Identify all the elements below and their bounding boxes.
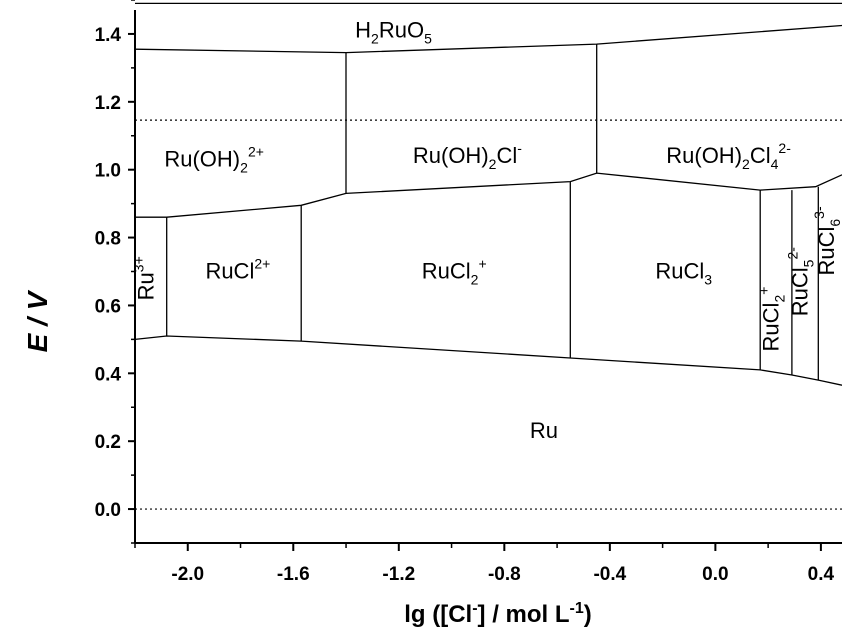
- x-tick-label: -0.4: [593, 564, 626, 585]
- species-label: RuCl63-: [811, 206, 842, 275]
- axes: 0.0 0.2 0.4 0.6 0.8 1.0 1.2 1.4 -2.0 -1.6 -1.2 -0.8…: [95, 0, 842, 585]
- x-axis-title: lg ([Cl-] / mol L-1): [404, 600, 592, 628]
- y-axis-title: E / V: [22, 289, 53, 352]
- boundary-Ru-upper: [135, 336, 842, 385]
- y-tick-label: 0.2: [95, 432, 121, 453]
- x-tick-label: -2.0: [171, 564, 204, 585]
- species-label: Ru: [530, 418, 558, 443]
- y-tick-label: 1.2: [95, 93, 121, 114]
- y-tick-label: 0.6: [95, 296, 121, 317]
- x-tick-label: -1.2: [382, 564, 415, 585]
- x-tick-label: 0.4: [808, 564, 835, 585]
- y-tick-label: 0.0: [95, 500, 121, 521]
- species-label: RuCl2+: [422, 255, 487, 287]
- boundary-H2RuO5-lower: [135, 26, 842, 53]
- species-label: RuCl52-: [785, 247, 817, 316]
- species-label: RuCl3: [655, 258, 712, 287]
- species-label: RuCl2+: [205, 255, 270, 283]
- species-label: Ru(OH)2Cl-: [413, 140, 522, 172]
- y-tick-label: 0.4: [95, 364, 122, 385]
- boundary-RuOH-upper: [135, 173, 842, 217]
- x-tick-label: -0.8: [488, 564, 521, 585]
- species-label: Ru(OH)22+: [164, 143, 264, 175]
- y-tick-label: 1.4: [95, 25, 122, 46]
- plot-area: [135, 3, 842, 509]
- species-label: Ru(OH)2Cl42-: [666, 140, 791, 172]
- y-tick-label: 0.8: [95, 229, 121, 250]
- species-label: H2RuO5: [355, 17, 432, 46]
- x-tick-label: -1.6: [277, 564, 310, 585]
- x-tick-label: 0.0: [702, 564, 728, 585]
- y-tick-label: 1.0: [95, 161, 121, 182]
